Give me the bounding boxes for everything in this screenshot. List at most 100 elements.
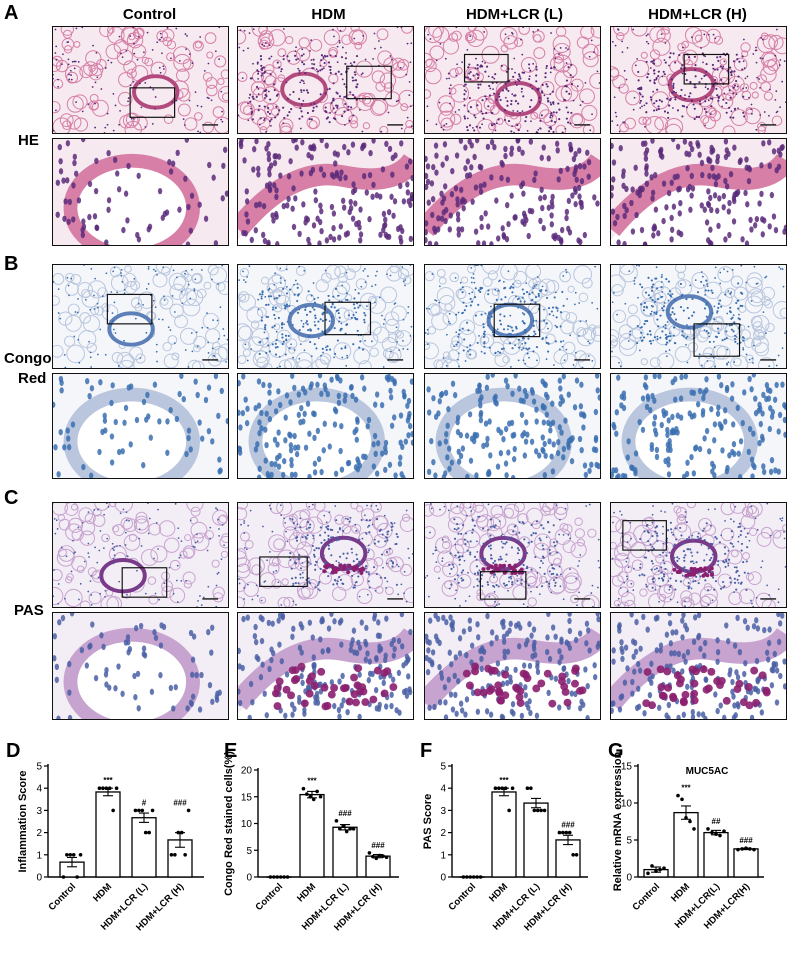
data-point	[65, 853, 69, 857]
column-header-hdm: HDM	[241, 6, 416, 23]
micrograph-he-zoom-control	[52, 138, 229, 246]
data-point	[144, 831, 148, 835]
column-header-hdm-lcr-l: HDM+LCR (L)	[427, 6, 602, 23]
y-tick-label: 0	[440, 873, 446, 884]
data-point	[468, 875, 472, 879]
data-point	[279, 875, 283, 879]
data-point	[111, 809, 115, 813]
category-label: Control	[253, 881, 285, 913]
micrograph-he-overview-control	[52, 26, 229, 134]
y-tick-label: 1	[36, 850, 42, 861]
micrograph-pas-zoom-hdm-lcr-h	[610, 612, 787, 720]
category-label: HDM	[91, 881, 114, 904]
bar	[492, 792, 516, 877]
data-point	[319, 795, 323, 799]
data-point	[722, 829, 726, 833]
data-point	[462, 875, 466, 879]
micrograph-pas-overview-hdm	[237, 502, 414, 608]
row-label-he: HE	[18, 131, 39, 150]
y-axis-label: Relative mRNA expression	[612, 751, 624, 891]
micrograph-he-overview-hdm-lcr-h	[610, 26, 787, 134]
micrograph-he-overview-hdm	[237, 26, 414, 134]
micrograph-pas-zoom-hdm-lcr-l	[424, 612, 601, 720]
significance-label: ***	[103, 776, 113, 785]
y-tick-label: 2	[440, 828, 446, 839]
data-point	[134, 809, 138, 813]
significance-label: ##	[712, 817, 721, 826]
data-point	[79, 853, 83, 857]
data-point	[658, 868, 662, 872]
bar	[674, 813, 698, 877]
y-tick-label: 5	[36, 762, 42, 773]
micrograph-congo-red-overview-hdm	[237, 264, 414, 369]
y-tick-label: 0	[36, 873, 42, 884]
micrograph-congo-red-zoom-control	[52, 373, 229, 479]
micrograph-pas-zoom-hdm	[237, 612, 414, 720]
bar	[132, 818, 156, 877]
data-point	[736, 848, 740, 852]
data-point	[526, 786, 530, 790]
y-axis-label: Inflammation Score	[17, 770, 29, 872]
significance-label: ***	[307, 777, 317, 786]
data-point	[187, 809, 191, 813]
data-point	[536, 809, 540, 813]
data-point	[706, 827, 710, 831]
panel-letter-b: B	[4, 253, 18, 276]
micrograph-congo-red-zoom-hdm-lcr-h	[610, 373, 787, 479]
data-point	[272, 875, 276, 879]
y-tick-label: 4	[36, 784, 42, 795]
micrograph-he-zoom-hdm-lcr-l	[424, 138, 601, 246]
data-point	[151, 809, 155, 813]
bar	[704, 833, 728, 877]
category-label: Control	[446, 881, 478, 913]
micrograph-congo-red-overview-hdm-lcr-h	[610, 264, 787, 369]
data-point	[529, 786, 533, 790]
category-label: Control	[46, 881, 78, 913]
micrograph-he-zoom-hdm	[237, 138, 414, 246]
data-point	[752, 848, 756, 852]
data-point	[558, 831, 562, 835]
data-point	[662, 866, 666, 870]
data-point	[568, 831, 572, 835]
data-point	[543, 809, 547, 813]
data-point	[98, 786, 102, 790]
data-point	[688, 820, 692, 824]
micrograph-congo-red-overview-control	[52, 264, 229, 369]
micrograph-congo-red-zoom-hdm	[237, 373, 414, 479]
significance-label: ###	[173, 798, 187, 807]
y-axis-label: PAS Score	[422, 794, 434, 849]
micrograph-pas-overview-hdm-lcr-l	[424, 502, 601, 608]
y-axis-label: Congo Red stained cells(%)	[223, 751, 235, 896]
significance-label: ***	[499, 776, 509, 785]
data-point	[385, 855, 389, 859]
significance-label: ###	[371, 841, 385, 850]
y-tick-label: 5	[440, 762, 446, 773]
bar	[524, 803, 548, 877]
data-point	[115, 786, 119, 790]
data-point	[62, 875, 66, 879]
significance-label: ###	[561, 821, 575, 830]
significance-label: ###	[739, 836, 753, 845]
data-point	[692, 827, 696, 831]
y-tick-label: 2	[36, 828, 42, 839]
bar	[333, 827, 357, 877]
significance-label: #	[142, 798, 147, 807]
data-point	[680, 798, 684, 802]
micrograph-congo-red-zoom-hdm-lcr-l	[424, 373, 601, 479]
row-label-congo: Congo	[4, 349, 51, 368]
row-label-pas: PAS	[14, 601, 44, 620]
y-tick-label: 5	[626, 836, 632, 847]
column-header-hdm-lcr-h: HDM+LCR (H)	[610, 6, 785, 23]
data-point	[137, 809, 141, 813]
bar	[96, 792, 120, 877]
data-point	[465, 875, 469, 879]
data-point	[170, 853, 174, 857]
bar	[734, 849, 758, 877]
panel-letter-c: C	[4, 487, 18, 510]
data-point	[140, 809, 144, 813]
data-point	[532, 809, 536, 813]
y-tick-label: 5	[246, 846, 252, 857]
